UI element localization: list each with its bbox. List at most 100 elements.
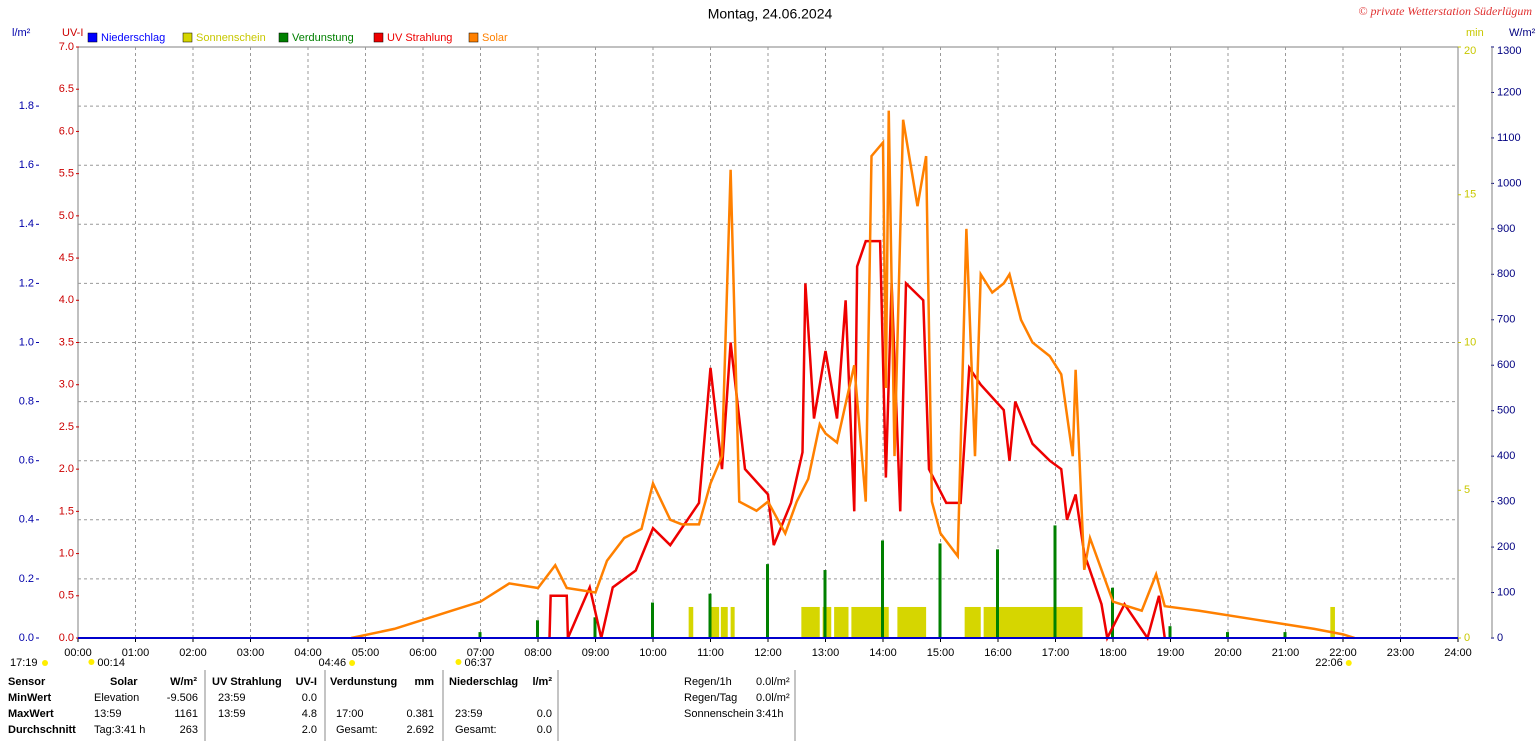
y-tick-label: 0.4 — [19, 514, 34, 526]
y-tick-label: 400 — [1497, 450, 1515, 462]
y-tick-label: 1.0 — [59, 547, 74, 559]
y-tick-label: 900 — [1497, 223, 1515, 235]
bar — [708, 593, 712, 638]
y-tick-label: 0.0 — [19, 632, 34, 644]
y-tick-label: 0 — [1497, 632, 1503, 644]
bar — [766, 564, 769, 638]
cell: Gesamt: — [455, 724, 497, 736]
y-tick-label: 5 — [1464, 484, 1470, 496]
y-tick-label: 1.2 — [19, 277, 34, 289]
table-header: Verdunstung — [330, 676, 397, 688]
sun-icon — [42, 660, 48, 666]
cell: -9.506 — [167, 692, 198, 704]
x-tick-label: 23:00 — [1387, 647, 1415, 659]
y-tick-label: 1100 — [1497, 132, 1521, 144]
legend-label: UV Strahlung — [387, 32, 452, 44]
y-tick-label: 1300 — [1497, 45, 1521, 57]
cell: 2.0 — [302, 724, 317, 736]
cell: 2.692 — [406, 724, 434, 736]
table-header: W/m² — [170, 676, 197, 688]
x-tick-label: 03:00 — [237, 647, 265, 659]
day-length: 17:19 — [10, 657, 38, 669]
sunshine-bar — [834, 606, 849, 638]
axis-label: UV-I — [62, 27, 83, 39]
cell: Elevation — [94, 692, 139, 704]
y-tick-label: 4.0 — [59, 294, 74, 306]
legend-label: Sonnenschein — [196, 32, 266, 44]
sunshine-bar — [710, 606, 720, 638]
chart-title: Montag, 24.06.2024 — [708, 6, 833, 22]
y-tick-label: 1.5 — [59, 505, 74, 517]
x-tick-label: 05:00 — [352, 647, 380, 659]
y-tick-label: 300 — [1497, 496, 1515, 508]
cell: 13:59 — [218, 708, 246, 720]
x-tick-label: 02:00 — [179, 647, 207, 659]
x-tick-label: 15:00 — [927, 647, 955, 659]
x-tick-label: 07:00 — [467, 647, 495, 659]
x-tick-label: 09:00 — [582, 647, 610, 659]
row-label: MinWert — [8, 692, 52, 704]
y-tick-label: 5.5 — [59, 168, 74, 180]
legend-label: Solar — [482, 32, 508, 44]
axis-label: l/m² — [12, 27, 31, 39]
cell: 0.0 — [537, 708, 552, 720]
y-tick-label: 700 — [1497, 314, 1515, 326]
x-tick-label: 19:00 — [1157, 647, 1185, 659]
legend-swatch — [373, 32, 384, 43]
cell: 17:00 — [336, 708, 364, 720]
sunshine-bar — [822, 606, 832, 638]
summary-label: Regen/Tag — [684, 692, 737, 704]
legend-label: Verdunstung — [292, 32, 354, 44]
sunshine-bar — [720, 606, 728, 638]
y-tick-label: 800 — [1497, 268, 1515, 280]
table-header: Niederschlag — [449, 676, 518, 688]
cell: Tag:3:41 h — [94, 724, 145, 736]
row-label: MaxWert — [8, 708, 54, 720]
cell: 1161 — [174, 708, 198, 720]
y-tick-label: 1.4 — [19, 218, 34, 230]
bar — [938, 543, 942, 638]
sun-icon — [1345, 660, 1352, 666]
x-tick-label: 12:00 — [754, 647, 782, 659]
cell: 263 — [180, 724, 198, 736]
bar — [1053, 525, 1057, 638]
sun-icon — [349, 660, 356, 666]
table-header: l/m² — [532, 676, 552, 688]
y-tick-label: 6.0 — [59, 125, 74, 137]
table-header: Sensor — [8, 676, 46, 688]
y-tick-label: 5.0 — [59, 210, 74, 222]
table-header: UV Strahlung — [212, 676, 282, 688]
cell: Gesamt: — [336, 724, 378, 736]
x-tick-label: 06:00 — [409, 647, 437, 659]
cell: 4.8 — [302, 708, 317, 720]
x-tick-label: 11:00 — [697, 647, 724, 659]
summary-label: Sonnenschein — [684, 708, 754, 720]
sun-marker: 00:14 — [97, 657, 125, 669]
x-tick-label: 13:00 — [812, 647, 840, 659]
summary-value: 3:41h — [756, 708, 784, 720]
y-tick-label: 1.0 — [19, 336, 34, 348]
legend-swatch — [278, 32, 289, 43]
bar — [1283, 632, 1287, 638]
y-tick-label: 1.6 — [19, 159, 34, 171]
legend-label: Niederschlag — [101, 32, 165, 44]
legend-swatch — [182, 32, 193, 43]
cell: 13:59 — [94, 708, 122, 720]
x-tick-label: 16:00 — [984, 647, 1012, 659]
sunshine-bar — [964, 606, 981, 638]
bar — [881, 540, 884, 638]
y-tick-label: 15 — [1464, 189, 1476, 201]
y-tick-label: 200 — [1497, 541, 1515, 553]
sun-icon — [88, 659, 95, 665]
series-line — [548, 239, 1166, 642]
sun-marker: 04:46 — [319, 657, 347, 669]
legend-swatch — [87, 32, 98, 43]
y-tick-label: 3.0 — [59, 379, 74, 391]
y-tick-label: 0 — [1464, 632, 1470, 644]
cell: 23:59 — [455, 708, 483, 720]
sunshine-bar — [1330, 606, 1335, 638]
x-tick-label: 17:00 — [1042, 647, 1070, 659]
y-tick-label: 1.8 — [19, 100, 34, 112]
y-tick-label: 6.5 — [59, 83, 74, 95]
sun-marker: 22:06 — [1315, 657, 1343, 669]
